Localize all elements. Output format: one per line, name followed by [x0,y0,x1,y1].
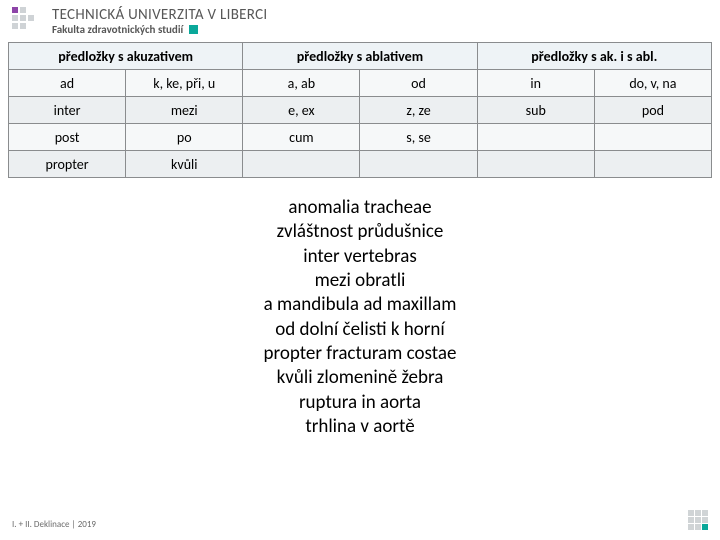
cell: sub [477,97,594,124]
cell: mezi [126,97,243,124]
university-logo [10,5,44,39]
phrase-line: inter vertebras [0,245,720,269]
cell: od [360,70,477,97]
cell: kvůli [126,151,243,178]
table-header-row: předložky s akuzativem předložky s ablat… [9,43,712,70]
cell: post [9,124,126,151]
col-header-both: předložky s ak. i s abl. [477,43,711,70]
cell [243,151,360,178]
phrase-line: zvláštnost průdušnice [0,220,720,244]
university-text: TECHNICKÁ UNIVERZITA V LIBERCI Fakulta z… [52,8,267,35]
cell: do, v, na [594,70,711,97]
cell: a, ab [243,70,360,97]
cell: k, ke, při, u [126,70,243,97]
phrase-line: anomalia tracheae [0,196,720,220]
example-phrases: anomalia tracheae zvláštnost průdušnice … [0,196,720,439]
phrase-line: kvůli zlomenině žebra [0,366,720,390]
table-row: ad k, ke, při, u a, ab od in do, v, na [9,70,712,97]
prepositions-table: předložky s akuzativem předložky s ablat… [8,42,712,178]
cell: s, se [360,124,477,151]
cell [477,124,594,151]
phrase-line: a mandibula ad maxillam [0,293,720,317]
cell: in [477,70,594,97]
phrase-line: trhlina v aortě [0,415,720,439]
table-row: post po cum s, se [9,124,712,151]
table-row: propter kvůli [9,151,712,178]
cell: ad [9,70,126,97]
cell [594,151,711,178]
cell: pod [594,97,711,124]
cell: inter [9,97,126,124]
table-row: inter mezi e, ex z, ze sub pod [9,97,712,124]
col-header-accusative: předložky s akuzativem [9,43,243,70]
cell [360,151,477,178]
footer-text: I. + II. Deklinace | 2019 [12,519,96,530]
col-header-ablative: předložky s ablativem [243,43,477,70]
phrase-line: ruptura in aorta [0,391,720,415]
cell: propter [9,151,126,178]
cell [477,151,594,178]
faculty-name: Fakulta zdravotnických studií [52,24,183,36]
slide-header: TECHNICKÁ UNIVERZITA V LIBERCI Fakulta z… [0,0,720,42]
prepositions-table-wrap: předložky s akuzativem předložky s ablat… [0,42,720,178]
cell: e, ex [243,97,360,124]
faculty-square-icon [189,25,198,34]
phrase-line: od dolní čelisti k horní [0,318,720,342]
cell [594,124,711,151]
cell: z, ze [360,97,477,124]
university-name: TECHNICKÁ UNIVERZITA V LIBERCI [52,8,267,24]
footer-logo [688,510,708,530]
cell: cum [243,124,360,151]
phrase-line: mezi obratli [0,269,720,293]
phrase-line: propter fracturam costae [0,342,720,366]
cell: po [126,124,243,151]
